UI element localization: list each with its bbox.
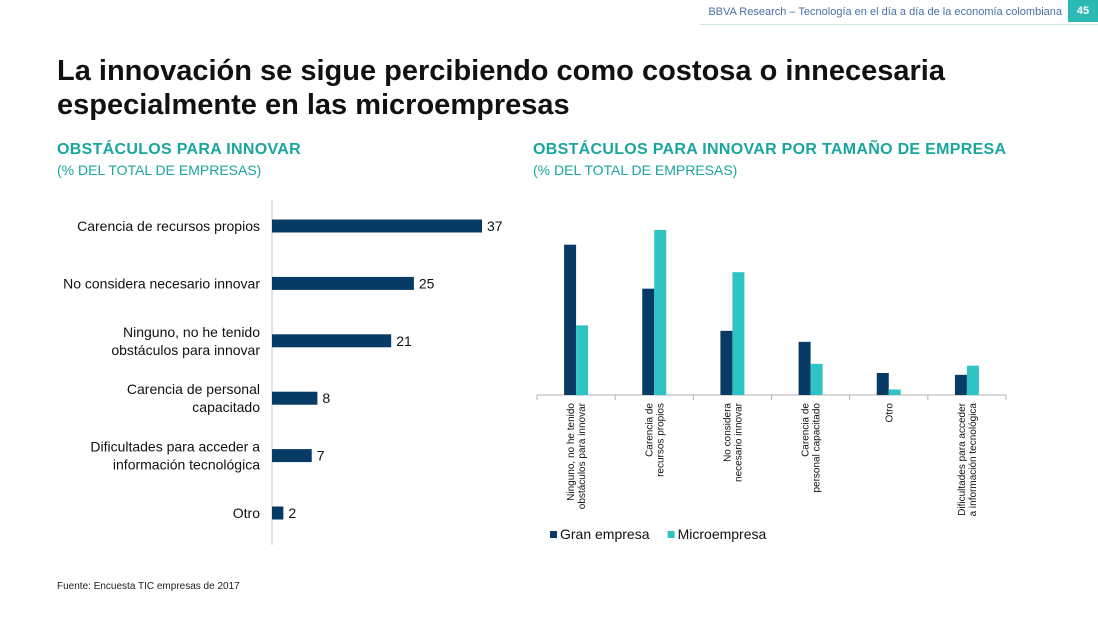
left-bar-value-1: 25: [419, 275, 435, 291]
legend-swatch-1: [667, 531, 675, 538]
right-category-label-5-1: a información tecnológica: [968, 403, 979, 517]
right-category-label-3-0: Carencia de: [801, 403, 812, 457]
left-category-label-2-1: obstáculos para innovar: [111, 342, 260, 358]
header-divider: [700, 24, 1098, 25]
right-grouped-bar-chart: Ninguno, no he tenido obstáculos para inn…: [536, 230, 1007, 542]
left-bar-value-2: 21: [396, 333, 412, 349]
header-text: BBVA Research – Tecnología en el día a d…: [708, 6, 1062, 18]
page-number-badge: 45: [1068, 0, 1098, 22]
right-category-label-5-0: Dificultades para acceder: [957, 402, 968, 516]
right-category-label-2: No considera necesario innovar: [722, 402, 744, 482]
right-category-label-1-1: recursos propios: [655, 403, 666, 477]
left-category-label-3-0: Carencia de personal: [127, 381, 260, 397]
left-bar-value-4: 7: [317, 448, 325, 464]
left-bar-2: [272, 334, 392, 348]
legend-label-0: Gran empresa: [560, 526, 650, 542]
right-bar-micro-5: [966, 365, 979, 395]
left-category-label-1-0: No considera necesario innovar: [63, 275, 260, 291]
left-category-label-4-0: Dificultades para acceder a: [90, 439, 260, 455]
right-chart-subtitle: (% DEL TOTAL DE EMPRESAS): [533, 162, 738, 178]
left-category-label-5-0: Otro: [233, 505, 260, 521]
right-bar-gran-3: [798, 341, 811, 395]
right-category-label-4: Otro: [884, 403, 895, 423]
right-bar-gran-1: [642, 288, 655, 395]
left-category-label-3-1: capacitado: [192, 399, 260, 415]
right-category-label-2-1: necesario innovar: [733, 402, 744, 482]
right-category-label-3: Carencia de personal capacitado: [801, 403, 823, 493]
right-bar-micro-2: [732, 272, 745, 395]
left-bar-chart: 37 Carencia de recursos propios 25 No consi…: [63, 200, 503, 545]
left-category-label-4-1: información tecnológica: [113, 457, 260, 473]
left-bar-value-5: 2: [288, 505, 296, 521]
left-bar-value-3: 8: [322, 390, 330, 406]
right-category-label-5: Dificultades para acceder a información t…: [957, 402, 979, 516]
right-bar-gran-2: [720, 330, 733, 395]
right-category-label-0: Ninguno, no he tenido obstáculos para inn…: [566, 402, 588, 509]
left-bar-0: [272, 219, 482, 233]
right-category-label-0-1: obstáculos para innovar: [577, 402, 588, 509]
legend-label-1: Microempresa: [678, 526, 767, 542]
right-bar-gran-0: [564, 244, 577, 395]
right-category-label-2-0: No considera: [722, 403, 733, 462]
right-category-label-4-0: Otro: [884, 403, 895, 423]
left-category-label-0-0: Carencia de recursos propios: [77, 218, 260, 234]
right-bar-gran-4: [876, 373, 889, 395]
right-bar-micro-4: [888, 389, 901, 395]
right-bar-micro-1: [654, 230, 667, 395]
right-bar-micro-3: [810, 363, 823, 395]
left-bar-1: [272, 276, 414, 290]
right-category-label-0-0: Ninguno, no he tenido: [566, 403, 577, 501]
legend-swatch-0: [550, 531, 557, 538]
right-category-label-3-1: personal capacitado: [812, 403, 823, 493]
source-note: Fuente: Encuesta TIC empresas de 2017: [57, 581, 240, 592]
left-bar-value-0: 37: [487, 218, 503, 234]
left-bar-4: [272, 449, 312, 463]
page-title: La innovación se sigue percibiendo como …: [57, 55, 945, 121]
left-category-label-2-0: Ninguno, no he tenido: [123, 324, 260, 340]
right-bar-gran-5: [954, 374, 967, 395]
left-chart-subtitle: (% DEL TOTAL DE EMPRESAS): [57, 162, 262, 178]
left-bar-5: [272, 506, 284, 520]
right-bar-micro-0: [576, 325, 589, 395]
right-chart-title: OBSTÁCULOS PARA INNOVAR POR TAMAÑO DE EM…: [533, 141, 1007, 158]
left-chart-title: OBSTÁCULOS PARA INNOVAR: [57, 141, 301, 158]
right-category-label-1-0: Carencia de: [644, 403, 655, 457]
left-bar-3: [272, 391, 318, 405]
right-category-label-1: Carencia de recursos propios: [644, 403, 666, 477]
